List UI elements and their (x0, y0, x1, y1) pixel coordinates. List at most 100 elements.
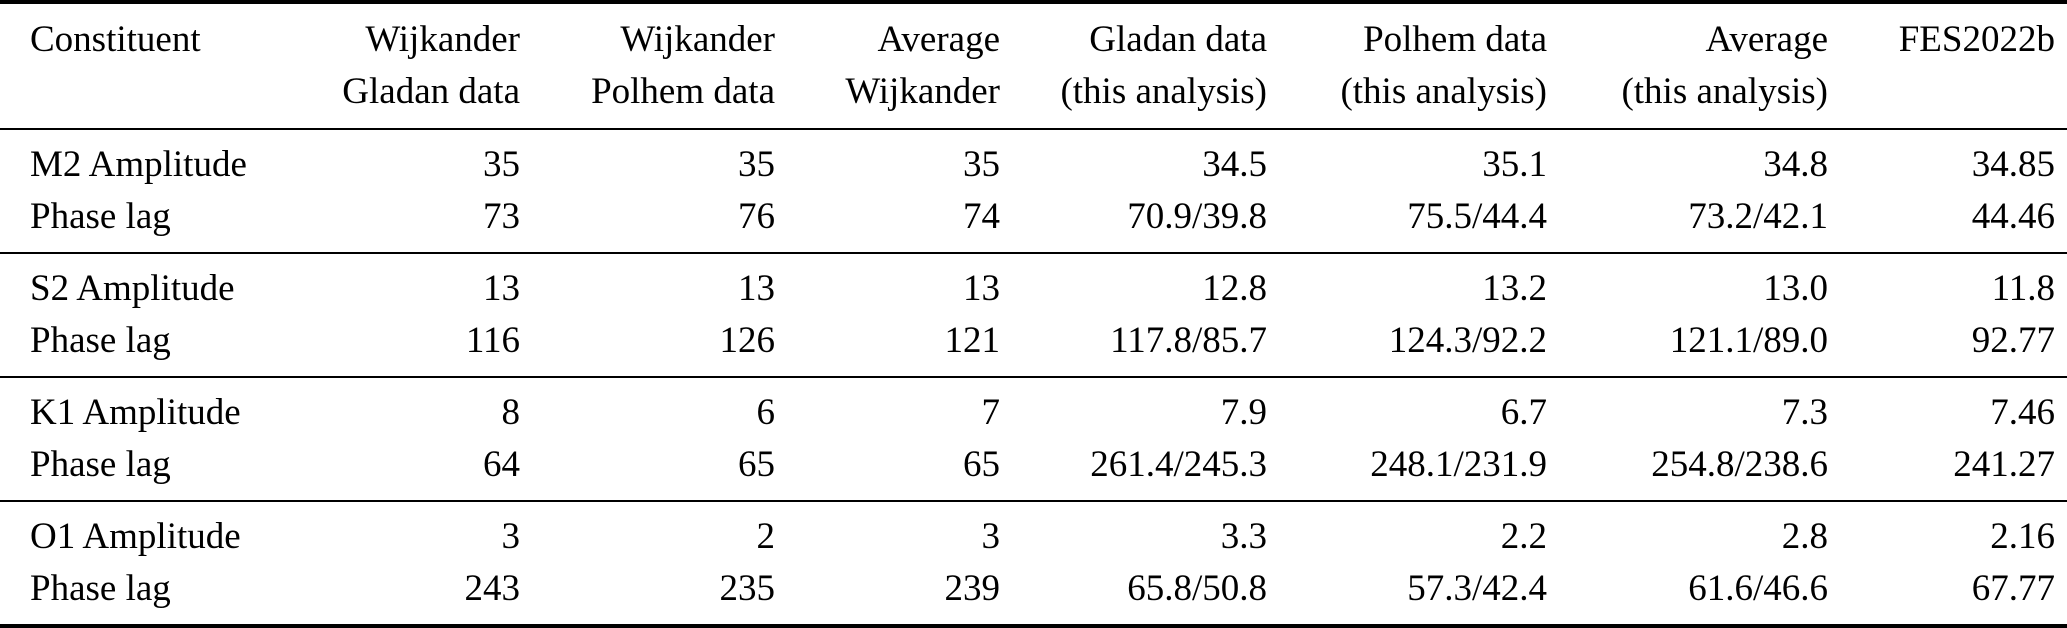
value-cell: 2.2 (1500, 516, 1547, 557)
value-cell: 7.9 (1220, 392, 1267, 433)
value-cell: 70.9/39.8 (1127, 196, 1267, 237)
row-label: M2 Amplitude (30, 144, 247, 185)
header-line1: Wijkander (620, 19, 775, 60)
value-cell: 13 (963, 268, 1000, 309)
value-cell: 65 (963, 444, 1000, 485)
header-line1: Constituent (30, 19, 201, 60)
table-row-k1-amplitude: K1 Amplitude 8 6 7 7.9 6.7 7.3 7.46 (0, 377, 2067, 439)
header-line1: FES2022b (1898, 19, 2055, 60)
table-row-m2-phase-lag: Phase lag 73 76 74 70.9/39.8 75.5/44.4 7… (0, 191, 2067, 253)
header-line2: Gladan data (342, 71, 520, 112)
header-line2: (this analysis) (1621, 71, 1828, 112)
value-cell: 3.3 (1220, 516, 1267, 557)
value-cell: 12.8 (1202, 268, 1267, 309)
row-label: Phase lag (30, 444, 171, 485)
group-k1: K1 Amplitude 8 6 7 7.9 6.7 7.3 7.46 Phas… (0, 377, 2067, 501)
column-header-fes2022b: FES2022b (1828, 2, 2067, 129)
table-row-s2-phase-lag: Phase lag 116 126 121 117.8/85.7 124.3/9… (0, 315, 2067, 377)
value-cell: 74 (963, 196, 1000, 237)
value-cell: 11.8 (1991, 268, 2055, 309)
column-header-average-wijkander: Average Wijkander (775, 2, 1000, 129)
group-o1: O1 Amplitude 3 2 3 3.3 2.2 2.8 2.16 Phas… (0, 501, 2067, 626)
value-cell: 261.4/245.3 (1090, 444, 1267, 485)
value-cell: 64 (483, 444, 520, 485)
value-cell: 254.8/238.6 (1651, 444, 1828, 485)
value-cell: 6 (756, 392, 776, 433)
header-line2: Wijkander (845, 71, 1000, 112)
value-cell: 116 (465, 320, 520, 361)
row-label: Phase lag (30, 568, 171, 609)
header-line2: (this analysis) (1060, 71, 1267, 112)
header-row: Constituent Wijkander Gladan data Wijkan… (0, 2, 2067, 129)
value-cell: 75.5/44.4 (1407, 196, 1547, 237)
row-label: K1 Amplitude (30, 392, 241, 433)
column-header-polhem-analysis: Polhem data (this analysis) (1267, 2, 1547, 129)
value-cell: 3 (501, 516, 521, 557)
header-line1: Gladan data (1089, 19, 1267, 60)
row-label: Phase lag (30, 320, 171, 361)
table-row-o1-phase-lag: Phase lag 243 235 239 65.8/50.8 57.3/42.… (0, 563, 2067, 626)
value-cell: 35.1 (1482, 144, 1547, 185)
column-header-wijkander-polhem: Wijkander Polhem data (520, 2, 775, 129)
value-cell: 35 (738, 144, 775, 185)
group-m2: M2 Amplitude 35 35 35 34.5 35.1 34.8 34.… (0, 129, 2067, 253)
header-line1: Average (1705, 19, 1828, 60)
value-cell: 6.7 (1500, 392, 1547, 433)
value-cell: 2.8 (1781, 516, 1828, 557)
value-cell: 117.8/85.7 (1110, 320, 1267, 361)
table-header: Constituent Wijkander Gladan data Wijkan… (0, 2, 2067, 129)
value-cell: 67.77 (1971, 568, 2055, 609)
value-cell: 61.6/46.6 (1688, 568, 1828, 609)
row-label: S2 Amplitude (30, 268, 235, 309)
table-row-m2-amplitude: M2 Amplitude 35 35 35 34.5 35.1 34.8 34.… (0, 129, 2067, 191)
value-cell: 241.27 (1953, 444, 2055, 485)
value-cell: 2 (756, 516, 776, 557)
value-cell: 35 (963, 144, 1000, 185)
value-cell: 73 (483, 196, 520, 237)
header-line2: (this analysis) (1340, 71, 1547, 112)
value-cell: 34.8 (1763, 144, 1828, 185)
value-cell: 34.5 (1202, 144, 1267, 185)
value-cell: 235 (719, 568, 776, 609)
value-cell: 13.2 (1482, 268, 1547, 309)
group-s2: S2 Amplitude 13 13 13 12.8 13.2 13.0 11.… (0, 253, 2067, 377)
value-cell: 65.8/50.8 (1127, 568, 1267, 609)
value-cell: 35 (483, 144, 520, 185)
value-cell: 7.46 (1990, 392, 2055, 433)
value-cell: 73.2/42.1 (1688, 196, 1828, 237)
value-cell: 92.77 (1971, 320, 2055, 361)
value-cell: 126 (719, 320, 776, 361)
value-cell: 121 (944, 320, 1001, 361)
value-cell: 3 (981, 516, 1001, 557)
header-line2: Polhem data (591, 71, 775, 112)
value-cell: 13 (483, 268, 520, 309)
value-cell: 248.1/231.9 (1370, 444, 1547, 485)
header-line1: Average (877, 19, 1000, 60)
value-cell: 2.16 (1990, 516, 2055, 557)
value-cell: 65 (738, 444, 775, 485)
column-header-average-analysis: Average (this analysis) (1547, 2, 1828, 129)
column-header-constituent: Constituent (0, 2, 300, 129)
value-cell: 239 (944, 568, 1001, 609)
table-row-s2-amplitude: S2 Amplitude 13 13 13 12.8 13.2 13.0 11.… (0, 253, 2067, 315)
header-line1: Wijkander (365, 19, 520, 60)
value-cell: 124.3/92.2 (1388, 320, 1547, 361)
value-cell: 44.46 (1971, 196, 2055, 237)
value-cell: 76 (738, 196, 775, 237)
table-row-o1-amplitude: O1 Amplitude 3 2 3 3.3 2.2 2.8 2.16 (0, 501, 2067, 563)
row-label: O1 Amplitude (30, 516, 241, 557)
column-header-wijkander-gladan: Wijkander Gladan data (300, 2, 520, 129)
value-cell: 34.85 (1971, 144, 2055, 185)
value-cell: 121.1/89.0 (1669, 320, 1828, 361)
value-cell: 7 (981, 392, 1001, 433)
row-label: Phase lag (30, 196, 171, 237)
value-cell: 243 (464, 568, 521, 609)
header-line1: Polhem data (1363, 19, 1547, 60)
value-cell: 7.3 (1781, 392, 1828, 433)
value-cell: 8 (501, 392, 521, 433)
column-header-gladan-analysis: Gladan data (this analysis) (1000, 2, 1267, 129)
value-cell: 13.0 (1763, 268, 1828, 309)
value-cell: 13 (738, 268, 775, 309)
value-cell: 57.3/42.4 (1407, 568, 1547, 609)
